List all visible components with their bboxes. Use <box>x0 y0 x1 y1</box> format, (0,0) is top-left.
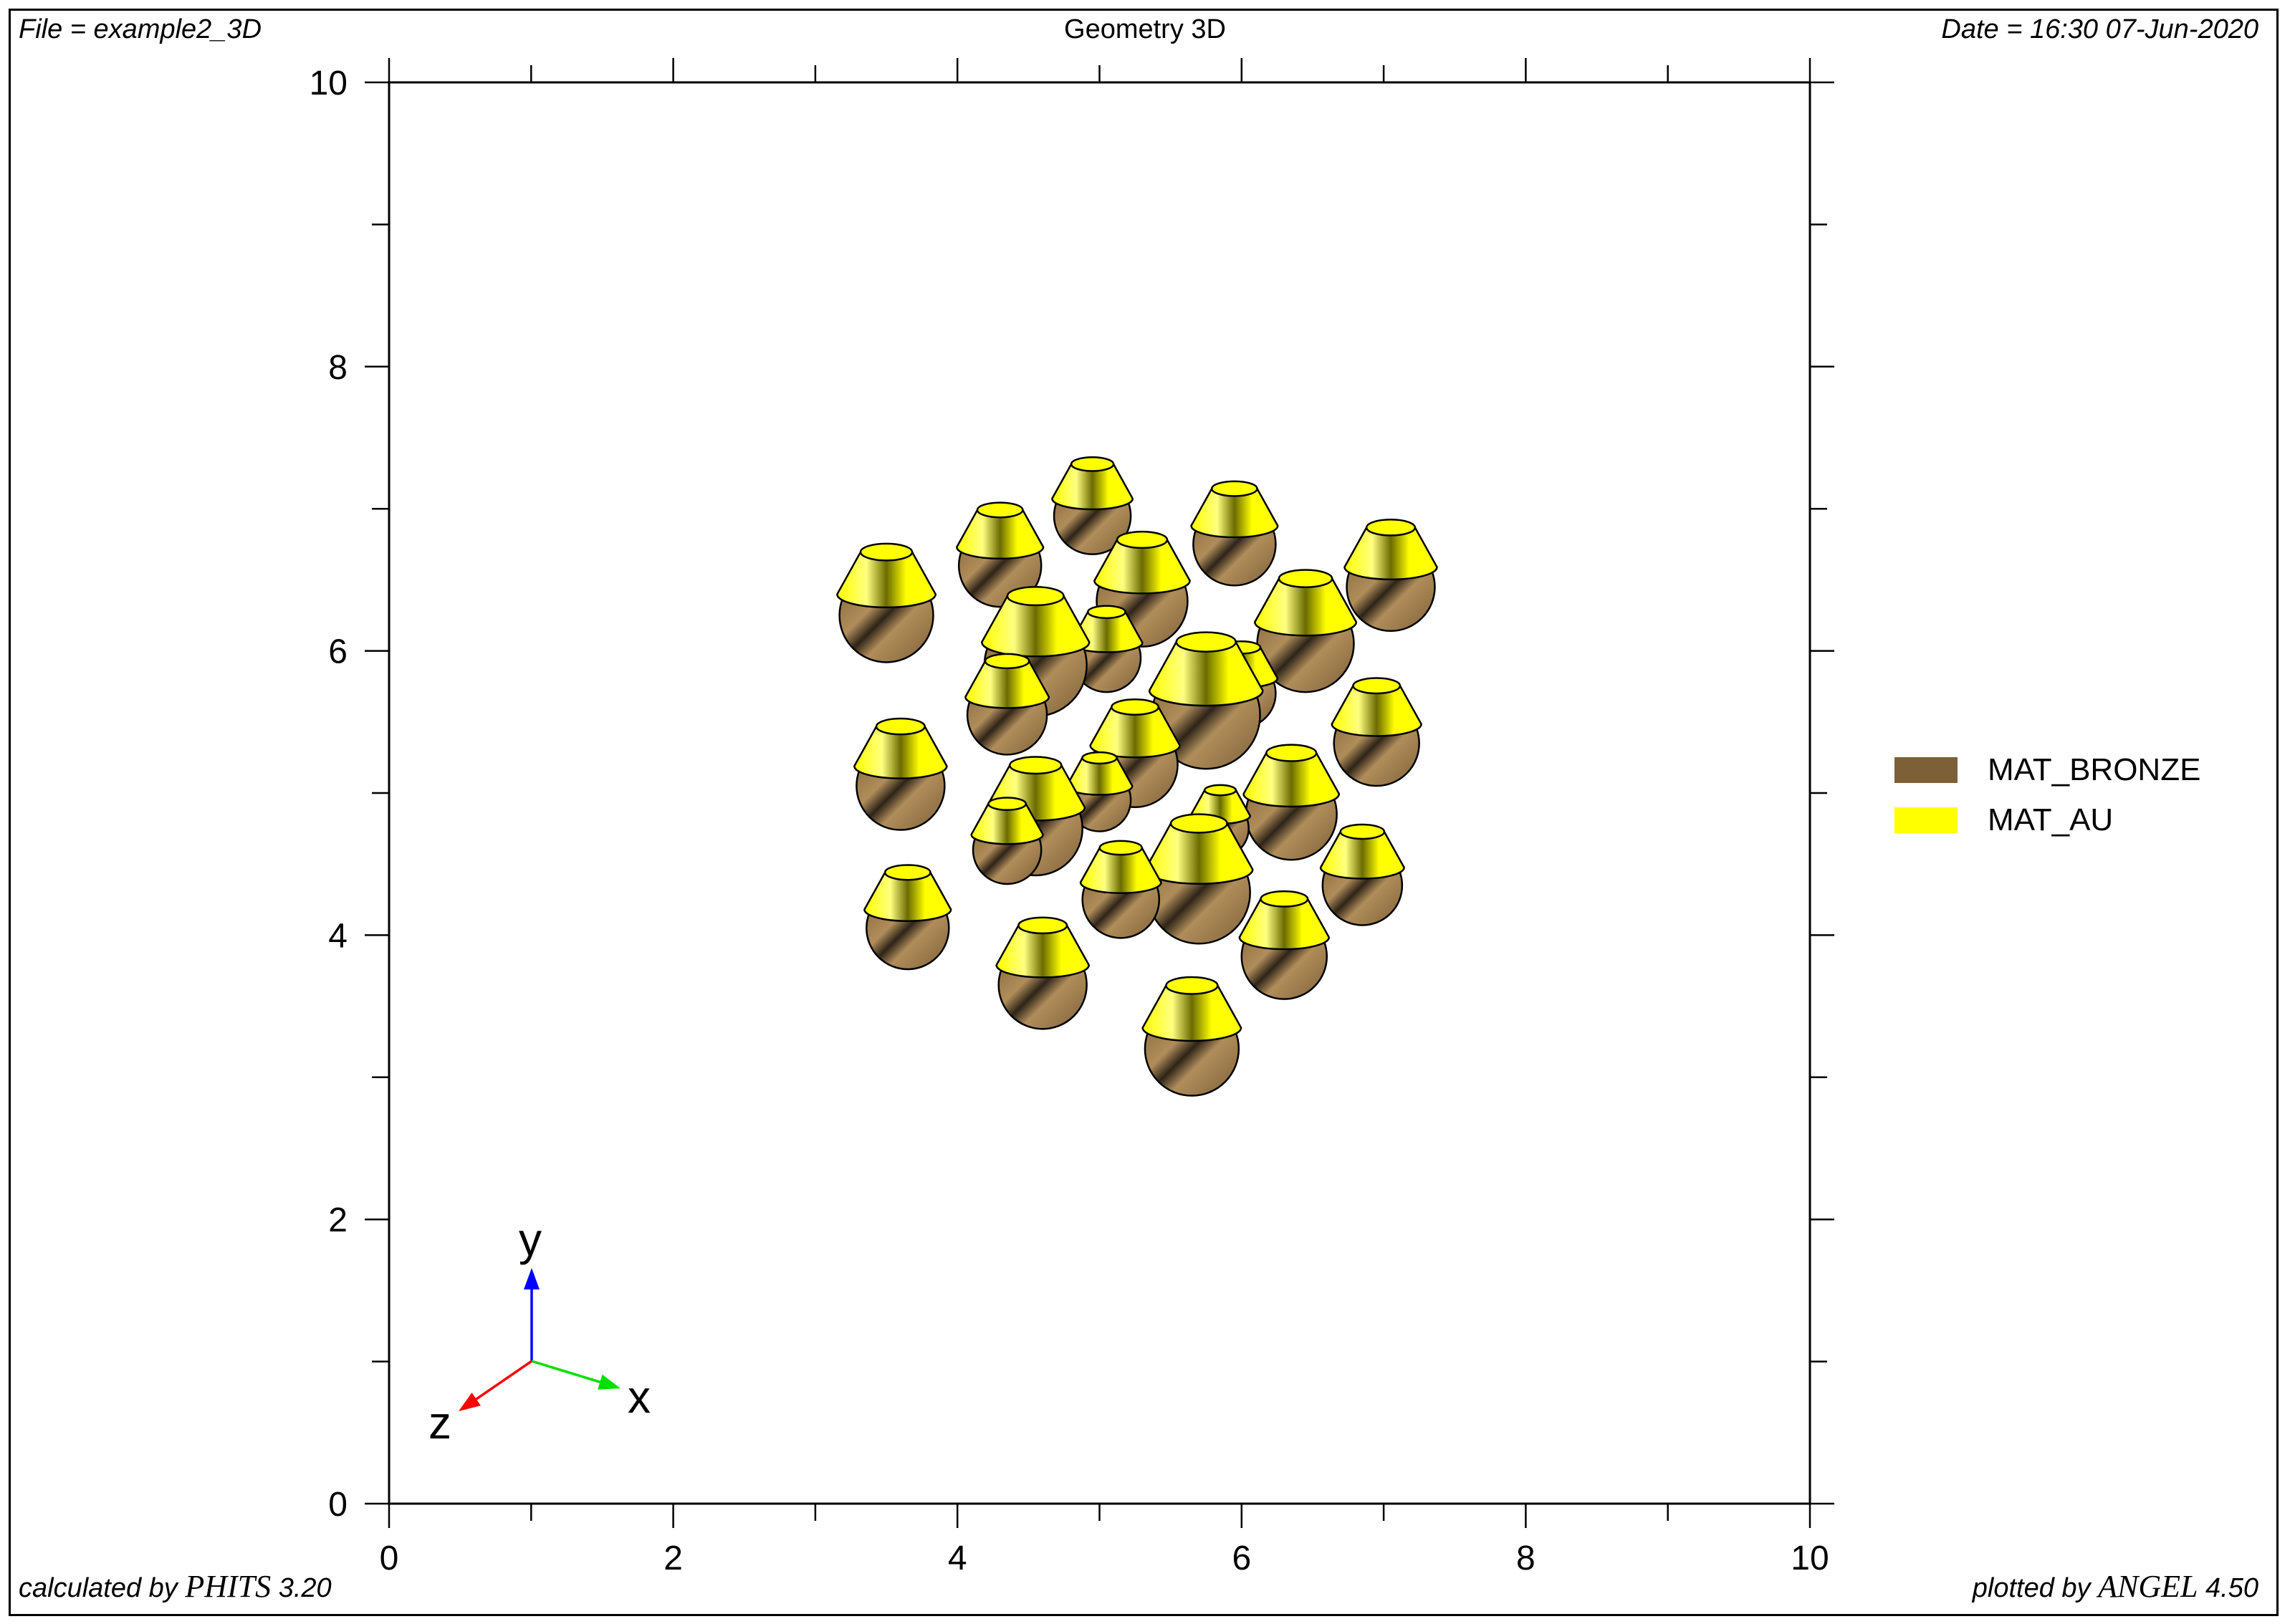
bronze-sphere-with-au-cap <box>1081 841 1161 938</box>
y-tick-label: 2 <box>328 1201 348 1239</box>
z-arrow-shaft <box>476 1361 532 1399</box>
au-cone-top <box>1204 785 1236 795</box>
bronze-sphere-with-au-cap <box>1321 825 1404 925</box>
bronze-sphere-with-au-cap <box>854 719 947 830</box>
au-cone-top <box>1171 815 1227 833</box>
x-tick-label: 2 <box>663 1539 683 1577</box>
bronze-sphere-with-au-cap <box>1143 977 1241 1096</box>
legend-label-au: MAT_AU <box>1988 802 2113 838</box>
au-cone-top <box>885 865 930 880</box>
orientation-axes-icon: y x z <box>428 1214 651 1448</box>
au-cone-top <box>1111 699 1158 714</box>
y-tick-label: 4 <box>328 917 348 955</box>
au-cone-top <box>1341 825 1384 839</box>
z-axis-letter: z <box>428 1397 451 1448</box>
au-cone-top <box>1117 532 1167 548</box>
au-cone-top <box>876 719 925 734</box>
bronze-sphere-with-au-cap <box>1240 891 1329 999</box>
bronze-sphere-with-au-cap <box>1332 678 1422 787</box>
bronze-sphere-with-au-cap <box>1192 481 1278 585</box>
geometry-objects <box>837 457 1437 1095</box>
au-cone-top <box>1083 752 1117 764</box>
au-cone-top <box>985 654 1029 668</box>
au-cone-top <box>861 544 912 561</box>
au-cone-top <box>1212 481 1257 496</box>
au-cone-top <box>1353 678 1399 693</box>
au-cone-top <box>1010 756 1061 774</box>
x-tick-label: 4 <box>948 1539 967 1577</box>
legend: MAT_BRONZE MAT_AU <box>1894 745 2200 845</box>
x-axis-letter: x <box>628 1371 651 1423</box>
au-cone-top <box>1071 457 1113 471</box>
au-cone-top <box>1100 841 1142 855</box>
y-tick-label: 8 <box>328 349 348 387</box>
bronze-sphere-with-au-cap <box>997 918 1089 1029</box>
au-cone-top <box>1007 587 1064 605</box>
legend-swatch-bronze <box>1894 757 1958 783</box>
x-arrow-shaft <box>532 1361 600 1382</box>
au-cone-top <box>977 503 1022 518</box>
x-arrow-head <box>598 1375 621 1390</box>
au-cone-top <box>1088 606 1125 618</box>
y-tick-label: 10 <box>310 64 348 102</box>
y-arrow-head <box>524 1268 540 1289</box>
legend-swatch-au <box>1894 807 1958 833</box>
legend-label-bronze: MAT_BRONZE <box>1988 752 2200 788</box>
au-cone-top <box>988 798 1025 810</box>
au-cone-top <box>1266 745 1316 761</box>
au-cone-top <box>1018 918 1067 933</box>
legend-item-bronze: MAT_BRONZE <box>1894 745 2200 795</box>
x-tick-label: 6 <box>1232 1539 1251 1577</box>
x-tick-label: 10 <box>1791 1539 1829 1577</box>
bronze-sphere-with-au-cap <box>864 865 951 969</box>
bronze-sphere-with-au-cap <box>1344 519 1437 631</box>
bronze-sphere-with-au-cap <box>1244 745 1339 860</box>
bronze-sphere-with-au-cap <box>837 544 935 663</box>
y-tick-label: 0 <box>328 1486 348 1524</box>
y-tick-label: 6 <box>328 633 348 671</box>
au-cone-top <box>1166 977 1217 994</box>
legend-item-au: MAT_AU <box>1894 795 2200 845</box>
au-cone-top <box>1261 891 1308 906</box>
y-axis-letter: y <box>519 1214 542 1265</box>
z-arrow-head <box>459 1393 481 1411</box>
au-cone-top <box>1177 633 1236 652</box>
x-tick-label: 0 <box>380 1539 399 1577</box>
x-tick-label: 8 <box>1516 1539 1536 1577</box>
au-cone-top <box>1279 570 1332 587</box>
au-cone-top <box>1366 519 1415 535</box>
